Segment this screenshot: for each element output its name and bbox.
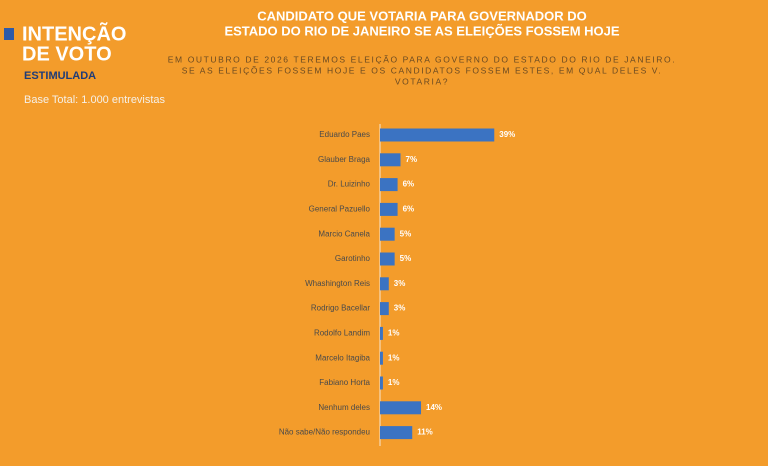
- category-label: Fabiano Horta: [319, 378, 370, 387]
- bar: [380, 376, 383, 390]
- category-label: Glauber Braga: [318, 155, 371, 164]
- value-label: 7%: [406, 155, 418, 164]
- category-label: Dr. Luizinho: [328, 180, 371, 189]
- value-label: 3%: [394, 304, 406, 313]
- header-accent: [4, 28, 14, 40]
- base-text: Base Total: 1.000 entrevistas: [24, 94, 166, 106]
- category-label: Nenhum deles: [318, 403, 370, 412]
- value-label: 5%: [400, 254, 412, 263]
- bar: [380, 302, 389, 316]
- value-label: 6%: [403, 180, 415, 189]
- bar: [380, 252, 395, 266]
- value-label: 3%: [394, 279, 406, 288]
- bar: [380, 277, 389, 291]
- category-label: Rodrigo Bacellar: [311, 304, 370, 313]
- subtitle: EM OUTUBRO DE 2026 TEREMOS ELEIÇÃO PARA …: [168, 54, 676, 64]
- category-label: Não sabe/Não respondeu: [279, 428, 370, 437]
- header-sub: ESTIMULADA: [24, 70, 96, 82]
- category-label: Eduardo Paes: [319, 130, 370, 139]
- category-label: Marcio Canela: [318, 229, 370, 238]
- value-label: 14%: [426, 403, 442, 412]
- category-label: Garotinho: [335, 254, 371, 263]
- bar: [380, 202, 398, 216]
- bar: [380, 178, 398, 192]
- category-label: General Pazuello: [309, 205, 371, 214]
- bar: [380, 227, 395, 241]
- chart-title: ESTADO DO RIO DE JANEIRO SE AS ELEIÇÕES …: [224, 23, 619, 38]
- bar: [380, 326, 383, 340]
- chart-title: CANDIDATO QUE VOTARIA PARA GOVERNADOR DO: [257, 8, 587, 23]
- category-label: Rodolfo Landim: [314, 329, 370, 338]
- value-label: 1%: [388, 353, 400, 362]
- value-label: 5%: [400, 229, 412, 238]
- header-line: DE VOTO: [22, 43, 112, 65]
- value-label: 11%: [417, 428, 433, 437]
- bar: [380, 401, 422, 415]
- value-label: 39%: [499, 130, 515, 139]
- bar: [380, 153, 401, 167]
- header-line: INTENÇÃO: [22, 22, 126, 45]
- value-label: 6%: [403, 205, 415, 214]
- bar: [380, 128, 495, 142]
- category-label: Whashington Reis: [305, 279, 370, 288]
- bar: [380, 351, 383, 365]
- bar: [380, 426, 413, 440]
- category-label: Marcelo Itagiba: [315, 353, 370, 362]
- value-label: 1%: [388, 329, 400, 338]
- subtitle: VOTARIA?: [395, 76, 449, 86]
- value-label: 1%: [388, 378, 400, 387]
- subtitle: SE AS ELEIÇÕES FOSSEM HOJE E OS CANDIDAT…: [182, 65, 663, 75]
